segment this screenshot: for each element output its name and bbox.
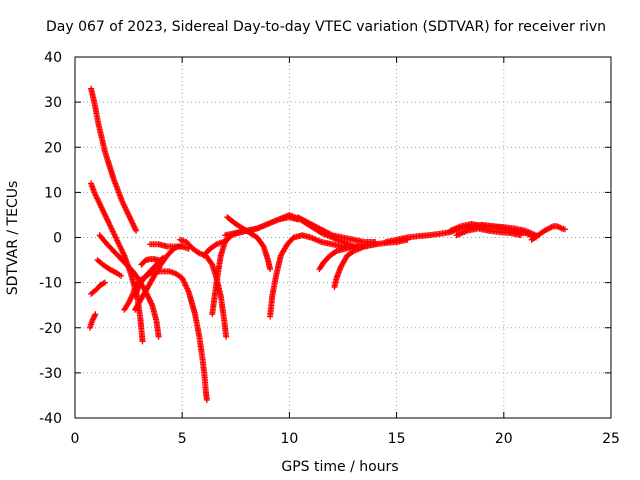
axis-ticks: 0 5 10 15 20 25 -40 -30 -20 -10 0 10 20 30 40 [39, 50, 620, 447]
series-arc-4 [94, 257, 125, 279]
x-tick-label: 20 [495, 431, 513, 447]
data-point [92, 311, 99, 318]
chart-title: Day 067 of 2023, Sidereal Day-to-day VTE… [46, 19, 606, 35]
series-arc-21 [331, 241, 379, 291]
plot-frame [74, 56, 612, 419]
x-tick-label: 5 [178, 431, 187, 447]
y-tick-label: 10 [44, 185, 62, 201]
data-point [118, 272, 125, 279]
data-point [159, 254, 166, 261]
data-point [133, 227, 140, 234]
series-arc-16 [224, 214, 274, 273]
x-tick-label: 0 [71, 431, 80, 447]
x-axis-label: GPS time / hours [281, 459, 398, 475]
data-point [158, 255, 165, 262]
y-axis-label: SDTVAR / TECUs [5, 181, 21, 296]
data-points [87, 85, 568, 403]
series-arc-8 [179, 275, 210, 403]
series-arc-2 [88, 180, 146, 345]
x-tick-label: 15 [388, 431, 406, 447]
y-tick-label: 40 [44, 50, 62, 66]
series-arc-12 [147, 241, 192, 252]
data-point [102, 279, 109, 286]
series-arc-24 [453, 225, 524, 239]
data-point [561, 226, 568, 233]
series-arc-5 [88, 279, 109, 297]
y-tick-label: 30 [44, 95, 62, 111]
data-point [517, 232, 524, 239]
series-arc-25 [528, 223, 568, 243]
y-tick-label: -40 [39, 411, 62, 427]
y-tick-label: -20 [39, 321, 62, 337]
data-point [332, 248, 339, 255]
data-point [155, 333, 162, 340]
data-point [155, 257, 162, 264]
data-point [203, 396, 210, 403]
x-tick-label: 10 [280, 431, 298, 447]
data-point [139, 338, 146, 345]
series-arc-10 [132, 254, 166, 300]
y-tick-label: 20 [44, 140, 62, 156]
data-point [267, 266, 274, 273]
series-arc-11 [138, 256, 162, 268]
y-tick-label: -10 [39, 276, 62, 292]
series-arc-19 [294, 214, 379, 246]
series-arc-3 [96, 232, 162, 340]
data-point [372, 241, 379, 248]
x-tick-label: 25 [602, 431, 620, 447]
series-arc-6 [87, 311, 99, 331]
series-arc-1 [88, 85, 140, 234]
y-tick-label: 0 [53, 231, 62, 247]
y-tick-label: -30 [39, 366, 62, 382]
data-point [223, 333, 230, 340]
